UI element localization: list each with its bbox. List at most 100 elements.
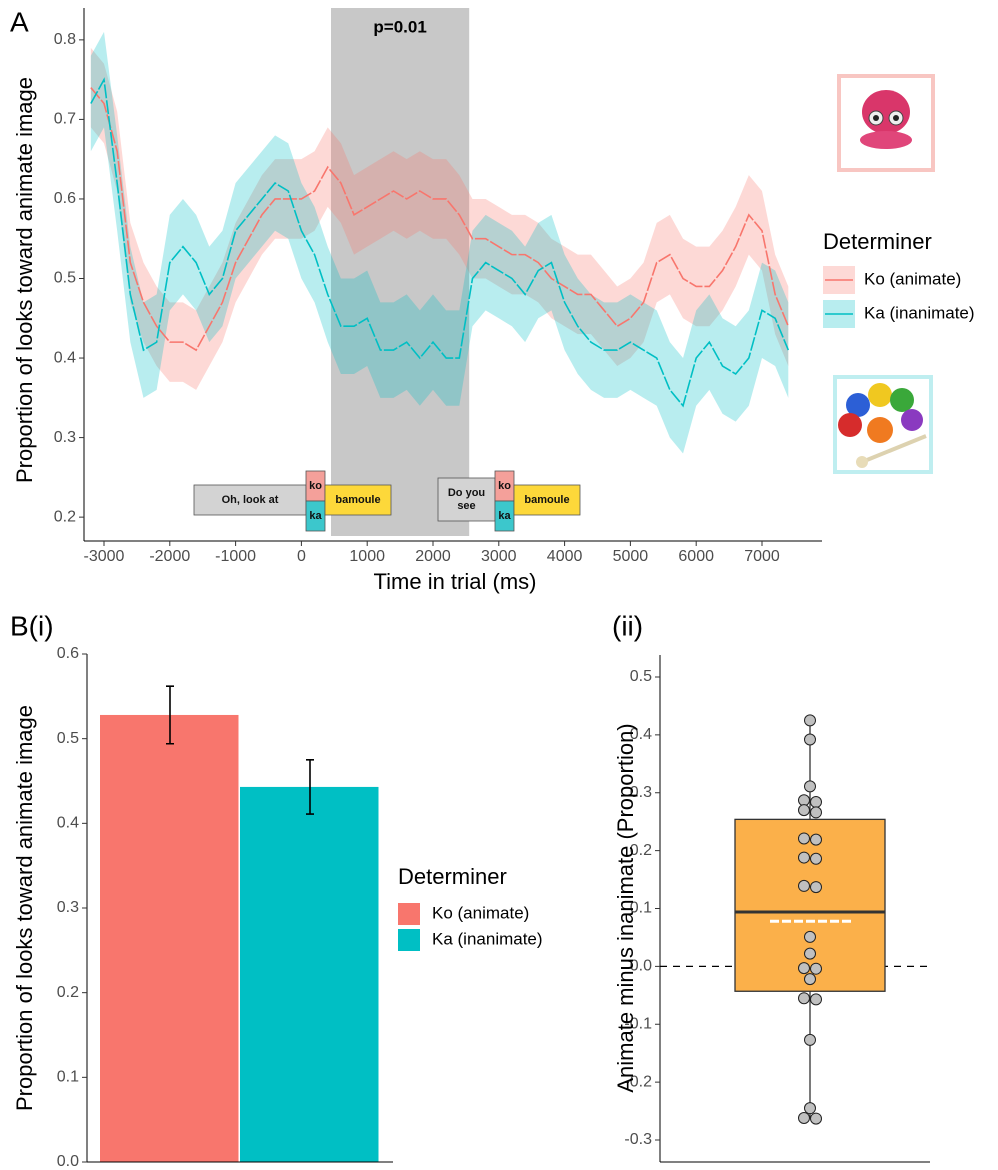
- x-tick-label: -1000: [215, 548, 256, 565]
- point: [810, 962, 822, 975]
- point: [810, 852, 822, 865]
- annotation-box: [305, 500, 326, 532]
- point: [798, 992, 810, 1005]
- point: [804, 973, 816, 986]
- panel-label: B(i): [10, 610, 54, 641]
- y-tick-label: 0.5: [57, 730, 79, 747]
- legend-key: [398, 903, 420, 925]
- y-tick-label: 0.4: [54, 349, 76, 366]
- x-tick-label: 1000: [349, 548, 385, 565]
- annotation-text: ka: [498, 509, 511, 522]
- ribbon: [90, 47, 789, 390]
- legend-label: Ka (inanimate): [432, 929, 543, 948]
- annotation: ko: [309, 479, 322, 492]
- y-tick-label: 0.4: [630, 726, 652, 743]
- x-axis-title: Time in trial (ms): [374, 569, 537, 594]
- error-bar: [306, 759, 314, 815]
- box: [734, 818, 886, 992]
- y-tick-label: -0.1: [624, 1015, 652, 1032]
- y-tick-label: -0.2: [624, 1073, 652, 1090]
- line: [90, 77, 790, 408]
- x-tick-label: 4000: [547, 548, 583, 565]
- y-tick-label: 0.4: [57, 815, 79, 832]
- ribbon: [90, 31, 789, 454]
- y-tick-label: 0.2: [54, 508, 76, 525]
- legend-title: Determiner: [823, 229, 932, 254]
- octopus-image: [837, 74, 935, 172]
- y-tick-label: 0.2: [57, 984, 79, 1001]
- point: [810, 1112, 822, 1125]
- point: [798, 851, 810, 864]
- panel-label: A: [10, 6, 29, 37]
- y-tick-label: 0.2: [630, 842, 652, 859]
- annotation-text: ko: [498, 479, 511, 492]
- annotation: bamoule: [524, 493, 570, 506]
- bar: [240, 786, 379, 1162]
- y-tick-label: 0.3: [630, 784, 652, 801]
- annotation-box: [513, 484, 581, 516]
- error-bar: [166, 685, 174, 745]
- y-tick-label: 0.5: [54, 270, 76, 287]
- x-tick-label: 6000: [678, 548, 714, 565]
- point: [798, 832, 810, 845]
- y-tick-label: -0.3: [624, 1131, 652, 1148]
- y-tick-label: 0.3: [54, 429, 76, 446]
- point: [798, 804, 810, 817]
- annotation: ka: [498, 509, 511, 522]
- point: [810, 796, 822, 809]
- annotation: Do you see: [447, 486, 486, 512]
- bells-image: [833, 375, 933, 474]
- point: [804, 733, 816, 746]
- y-tick-label: 0.3: [57, 899, 79, 916]
- panel-label: (ii): [612, 610, 643, 641]
- x-tick-label: -3000: [84, 548, 125, 565]
- annotation-text: ko: [309, 479, 322, 492]
- y-tick-label: 0.0: [57, 1153, 79, 1170]
- annotation: ko: [498, 479, 511, 492]
- y-axis-title: Proportion of looks toward animate image: [12, 705, 37, 1111]
- highlight-region: [331, 8, 470, 536]
- point: [810, 993, 822, 1006]
- annotation-text: Do you see: [447, 486, 486, 512]
- point: [798, 879, 810, 892]
- y-tick-label: 0.1: [57, 1069, 79, 1086]
- x-tick-label: 3000: [481, 548, 517, 565]
- x-tick-label: 0: [297, 548, 306, 565]
- point: [810, 806, 822, 819]
- y-tick-label: 0.7: [54, 111, 76, 128]
- line: [90, 87, 790, 352]
- legend-title: Determiner: [398, 864, 507, 889]
- annotation: ka: [309, 510, 321, 522]
- y-tick-label: 0.6: [54, 190, 76, 207]
- point: [798, 962, 810, 975]
- annotation: bamoule: [335, 494, 380, 506]
- x-tick-label: 2000: [415, 548, 451, 565]
- point: [804, 714, 816, 727]
- y-tick-label: 0.8: [54, 31, 76, 48]
- legend-key: [398, 929, 420, 951]
- y-axis-title: Proportion of looks toward animate image: [12, 77, 37, 483]
- annotation-text: bamoule: [524, 493, 570, 506]
- annotation-text: Oh, look at: [221, 493, 279, 506]
- bar: [100, 714, 239, 1162]
- point: [810, 833, 822, 846]
- point: [804, 947, 816, 960]
- point: [810, 881, 822, 894]
- annotation-box: [494, 500, 515, 532]
- point: [804, 1102, 816, 1115]
- y-tick-label: 0.1: [630, 900, 652, 917]
- y-tick-label: 0.0: [630, 958, 652, 975]
- legend-label: Ka (inanimate): [864, 303, 975, 322]
- x-tick-label: -2000: [149, 548, 190, 565]
- y-tick-label: 0.5: [630, 668, 652, 685]
- legend-label: Ko (animate): [432, 903, 529, 922]
- point: [804, 1033, 816, 1046]
- legend-label: Ko (animate): [864, 269, 961, 288]
- annotation-box: [437, 477, 496, 522]
- y-tick-label: 0.6: [57, 645, 79, 662]
- point: [804, 930, 816, 943]
- annotation-box: [324, 484, 392, 516]
- x-tick-label: 7000: [744, 548, 780, 565]
- annotation: Oh, look at: [221, 493, 279, 506]
- point: [804, 780, 816, 793]
